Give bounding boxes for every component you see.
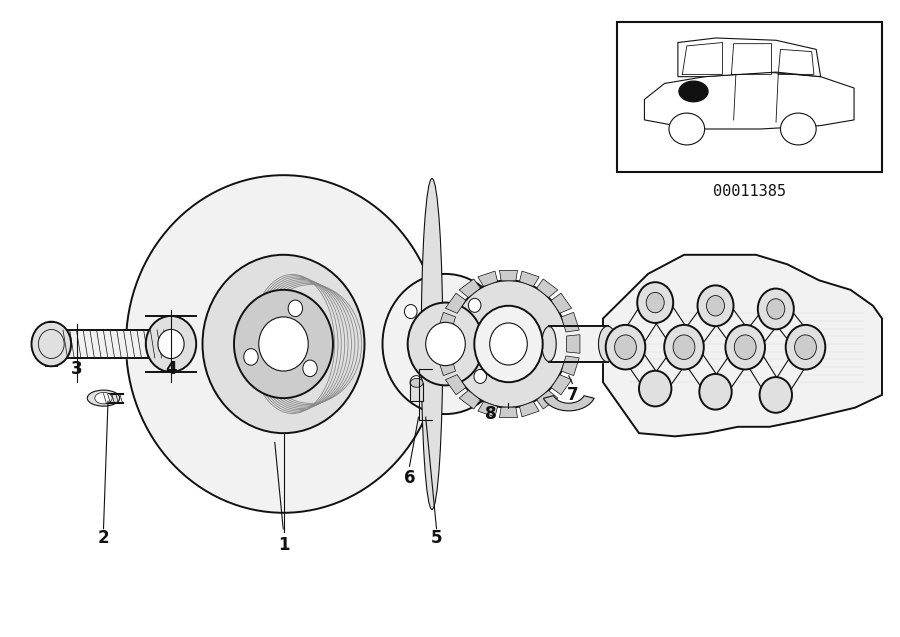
Wedge shape (544, 396, 594, 411)
Text: 7: 7 (567, 386, 578, 404)
Polygon shape (738, 345, 786, 397)
Text: 1: 1 (278, 536, 289, 554)
Ellipse shape (474, 369, 487, 383)
Ellipse shape (468, 298, 481, 312)
Polygon shape (459, 390, 481, 409)
Ellipse shape (734, 335, 756, 359)
Polygon shape (768, 344, 816, 398)
Ellipse shape (244, 348, 258, 365)
Polygon shape (706, 302, 758, 351)
Ellipse shape (615, 335, 636, 359)
Ellipse shape (725, 325, 765, 369)
Polygon shape (644, 299, 698, 351)
Ellipse shape (259, 317, 308, 371)
Ellipse shape (780, 113, 816, 145)
Text: 00011385: 00011385 (713, 183, 786, 199)
Polygon shape (478, 271, 498, 287)
Ellipse shape (760, 377, 792, 413)
Ellipse shape (421, 178, 443, 510)
Polygon shape (676, 344, 726, 395)
Ellipse shape (542, 327, 556, 361)
Ellipse shape (126, 175, 441, 513)
Polygon shape (500, 407, 518, 418)
Polygon shape (478, 401, 498, 417)
Polygon shape (646, 344, 696, 392)
Ellipse shape (698, 285, 733, 326)
Ellipse shape (450, 280, 567, 408)
Polygon shape (459, 279, 481, 297)
Circle shape (679, 81, 708, 102)
Ellipse shape (490, 323, 527, 365)
Polygon shape (616, 299, 668, 351)
Polygon shape (737, 305, 787, 351)
Ellipse shape (32, 322, 71, 366)
Ellipse shape (767, 299, 785, 319)
Ellipse shape (646, 292, 664, 313)
Polygon shape (551, 293, 572, 313)
Ellipse shape (786, 325, 825, 369)
Polygon shape (519, 271, 539, 287)
Ellipse shape (699, 374, 732, 410)
Ellipse shape (202, 255, 364, 433)
Text: 3: 3 (71, 361, 82, 378)
Ellipse shape (426, 322, 465, 366)
Polygon shape (519, 401, 539, 417)
Polygon shape (675, 302, 727, 351)
Polygon shape (437, 334, 451, 354)
Ellipse shape (408, 303, 483, 385)
Ellipse shape (664, 325, 704, 369)
Polygon shape (644, 72, 854, 129)
Polygon shape (536, 390, 558, 409)
Polygon shape (678, 38, 821, 76)
Ellipse shape (673, 335, 695, 359)
Ellipse shape (382, 274, 508, 414)
Bar (410, 383, 423, 401)
Ellipse shape (158, 329, 184, 359)
Polygon shape (562, 312, 580, 332)
Ellipse shape (795, 335, 816, 359)
Polygon shape (566, 334, 580, 354)
Ellipse shape (146, 316, 196, 372)
Polygon shape (500, 270, 518, 281)
Ellipse shape (637, 282, 673, 323)
Ellipse shape (669, 113, 705, 145)
Ellipse shape (758, 289, 794, 329)
Polygon shape (767, 305, 817, 351)
Bar (616, 22, 882, 172)
Polygon shape (437, 356, 455, 376)
Text: 8: 8 (485, 405, 496, 423)
Polygon shape (551, 375, 572, 395)
Polygon shape (706, 344, 757, 395)
Ellipse shape (410, 376, 423, 390)
Polygon shape (617, 344, 666, 392)
Polygon shape (446, 375, 466, 395)
Polygon shape (603, 255, 882, 436)
Ellipse shape (288, 300, 302, 317)
Ellipse shape (474, 306, 543, 382)
Ellipse shape (302, 360, 317, 376)
Text: 5: 5 (431, 529, 442, 547)
Ellipse shape (706, 296, 724, 316)
Polygon shape (562, 356, 580, 376)
Text: 6: 6 (404, 469, 415, 487)
Text: 4: 4 (166, 361, 176, 378)
Ellipse shape (410, 378, 423, 387)
Ellipse shape (497, 275, 511, 413)
Polygon shape (536, 279, 558, 297)
Ellipse shape (404, 304, 417, 318)
Ellipse shape (87, 390, 120, 406)
Ellipse shape (639, 371, 671, 406)
Ellipse shape (598, 326, 616, 362)
Text: 2: 2 (98, 529, 109, 547)
Ellipse shape (94, 392, 112, 404)
Polygon shape (446, 293, 466, 313)
Polygon shape (437, 312, 455, 332)
Ellipse shape (606, 325, 645, 369)
Ellipse shape (234, 290, 333, 398)
